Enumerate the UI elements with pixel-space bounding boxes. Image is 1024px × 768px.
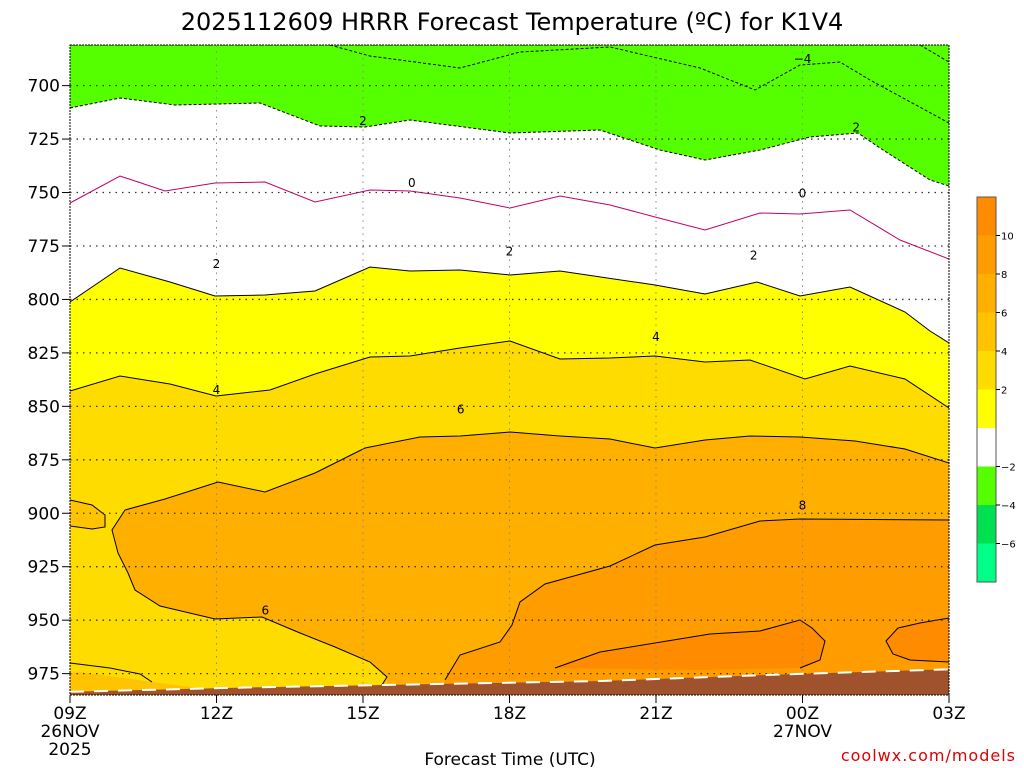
isotherm-10 (554, 619, 826, 669)
y-tick-label-825: 825 (28, 344, 60, 364)
contour-label-0-0: 0 (408, 176, 416, 190)
y-tick-label-725: 725 (28, 130, 60, 150)
colorbar-bin-9 (977, 543, 996, 582)
isotherm-neg4-dip (329, 45, 949, 124)
colorbar-label-6: −4 (1001, 501, 1016, 512)
isotherm-neg2 (70, 97, 949, 187)
colorbar-label-7: −6 (1001, 540, 1016, 551)
contour-label-2-2: 2 (750, 249, 758, 263)
y-tick-label-700: 700 (28, 77, 60, 97)
colorbar-label-2: 6 (1001, 309, 1007, 320)
x-tick-label-03Z: 03Z (932, 704, 965, 724)
colorbar-bin-7 (977, 466, 996, 505)
colorbar-bin-3 (977, 312, 996, 351)
isotherm-8 (444, 518, 949, 681)
ground-surface (70, 669, 949, 695)
bin-neg4-to-neg2-region (70, 45, 949, 186)
x-axis-title: Forecast Time (UTC) (424, 750, 595, 768)
contour-label-6-1: 6 (262, 603, 270, 617)
isotherm-4-sw (70, 662, 153, 683)
y-tick-label-775: 775 (28, 237, 60, 257)
y-tick-label-925: 925 (28, 558, 60, 578)
contour-label-6-0: 6 (457, 402, 465, 416)
y-tick-label-750: 750 (28, 184, 60, 204)
x-tick-label-09Z: 09Z (53, 704, 86, 724)
x-tick-label-12Z: 12Z (200, 704, 233, 724)
grid-lines (70, 45, 949, 695)
y-axis: 700 725 750 775 800 825 850 875 900 925 950 975 (28, 77, 70, 685)
x-tick-date-00Z: 27NOV (773, 722, 832, 742)
contour-label--2-1: 2 (852, 120, 860, 134)
isotherm-neg4 (70, 45, 949, 63)
isotherm-lines (70, 45, 949, 689)
x-tick-label-00Z: 00Z (786, 704, 819, 724)
x-tick-label-21Z: 21Z (639, 704, 672, 724)
isotherm-2 (70, 266, 949, 344)
y-tick-label-975: 975 (28, 665, 60, 685)
contour-label--2-0: 2 (359, 114, 367, 128)
bin-10-to-12-region (555, 620, 825, 670)
y-tick-label-875: 875 (28, 451, 60, 471)
colorbar-bin-0 (977, 197, 996, 236)
colorbar-bin-4 (977, 351, 996, 390)
contour-label-2-1: 2 (506, 244, 514, 258)
contour-fill-layer (70, 45, 949, 695)
watermark: coolwx.com/models (841, 746, 1016, 765)
colorbar-bin-2 (977, 274, 996, 313)
isotherm-6 (111, 431, 949, 689)
colorbar-label-0: 10 (1001, 232, 1014, 243)
x-tick-label-15Z: 15Z (346, 704, 379, 724)
x-tick-date-09Z: 26NOV (40, 722, 99, 742)
y-tick-label-900: 900 (28, 504, 60, 524)
colorbar-label-1: 8 (1001, 270, 1007, 281)
ground-edge (70, 668, 949, 693)
colorbar-bin-6 (977, 428, 996, 467)
isotherm-10-east (885, 617, 949, 663)
contour-label-4-0: 4 (213, 383, 221, 397)
contour-label-2-0: 2 (213, 257, 221, 271)
colorbar-label-4: 2 (1001, 386, 1007, 397)
colorbar-bin-8 (977, 505, 996, 544)
contour-label-8-0: 8 (799, 499, 807, 513)
colorbar-label-5: −2 (1001, 463, 1016, 474)
y-tick-label-950: 950 (28, 611, 60, 631)
contour-label-0-1: 0 (799, 187, 807, 201)
contour-label-4-1: 4 (652, 330, 660, 344)
colorbar: 10 8 6 4 2 −2 −4 −6 (976, 196, 1016, 583)
bin-8-to-10-region (445, 519, 949, 695)
colorbar-label-3: 4 (1001, 347, 1007, 358)
colorbar-bin-5 (977, 389, 996, 428)
x-tick-year-09Z: 2025 (48, 740, 91, 760)
y-tick-label-800: 800 (28, 290, 60, 310)
y-tick-label-850: 850 (28, 397, 60, 417)
contour-labels: −4 2 2 0 0 2 2 2 4 4 6 6 8 (213, 52, 860, 618)
isotherm-6-west (70, 499, 106, 530)
chart-title: 2025112609 HRRR Forecast Temperature (ºC… (181, 8, 844, 36)
contour-label--4-0: −4 (794, 52, 812, 66)
x-tick-label-18Z: 18Z (493, 704, 526, 724)
bin-10-to-12-region-east (886, 618, 949, 662)
colorbar-bin-1 (977, 235, 996, 274)
